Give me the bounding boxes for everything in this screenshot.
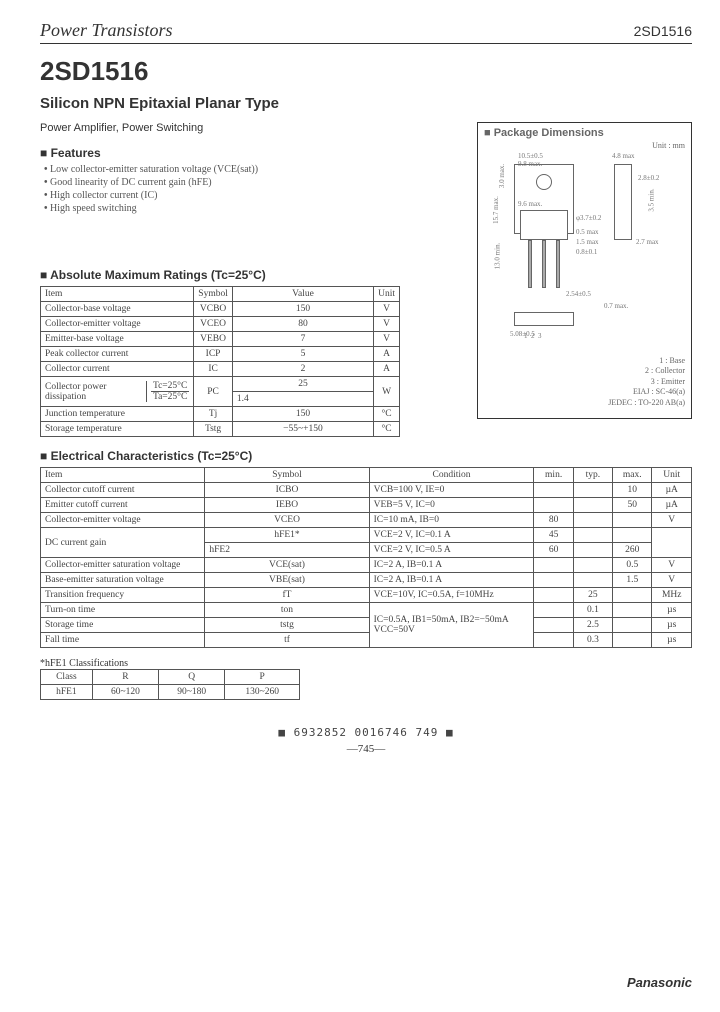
feature-item: High speed switching (44, 203, 463, 214)
amr-title: Absolute Maximum Ratings (Tc=25°C) (40, 268, 463, 282)
package-title: Package Dimensions (484, 127, 685, 139)
class-table: Class R Q P hFE1 60~120 90~180 130~260 (40, 669, 300, 700)
brand-name: Panasonic (627, 975, 692, 990)
ec-title: Electrical Characteristics (Tc=25°C) (40, 449, 692, 463)
features-list: Low collector-emitter saturation voltage… (40, 164, 463, 214)
applications-line: Power Amplifier, Power Switching (40, 122, 463, 134)
amr-col: Unit (374, 287, 400, 302)
header-category: Power Transistors (40, 20, 173, 41)
package-dimensions-box: Package Dimensions Unit : mm 10.5±0.5 9.… (477, 122, 692, 419)
part-number-title: 2SD1516 (40, 56, 692, 87)
class-title: *hFE1 Classifications (40, 658, 692, 669)
pin-legend: 1 : Base 2 : Collector 3 : Emitter EIAJ … (484, 356, 685, 408)
amr-col: Item (41, 287, 194, 302)
features-title: Features (40, 146, 463, 160)
page-header: Power Transistors 2SD1516 (40, 20, 692, 44)
device-type: Silicon NPN Epitaxial Planar Type (40, 95, 692, 112)
amr-col: Value (232, 287, 373, 302)
package-side-view (614, 164, 632, 240)
feature-item: Low collector-emitter saturation voltage… (44, 164, 463, 175)
package-pin (528, 240, 532, 288)
barcode-line: 6932852 0016746 749 (40, 726, 692, 739)
amr-col: Symbol (194, 287, 233, 302)
feature-item: High collector current (IC) (44, 190, 463, 201)
header-part-number: 2SD1516 (634, 23, 692, 39)
feature-item: Good linearity of DC current gain (hFE) (44, 177, 463, 188)
amr-table: Item Symbol Value Unit Collector-base vo… (40, 286, 400, 437)
ec-table: Item Symbol Condition min. typ. max. Uni… (40, 467, 692, 648)
package-diagram: 10.5±0.5 9.8 max. 9.6 max. 4.8 max 2.8±0… (484, 152, 685, 352)
package-footprint (514, 312, 574, 326)
package-hole (536, 174, 552, 190)
package-mold-outline (520, 210, 568, 240)
package-unit: Unit : mm (484, 141, 685, 150)
page-number: —745— (40, 743, 692, 755)
package-pin (556, 240, 560, 288)
package-pin (542, 240, 546, 288)
